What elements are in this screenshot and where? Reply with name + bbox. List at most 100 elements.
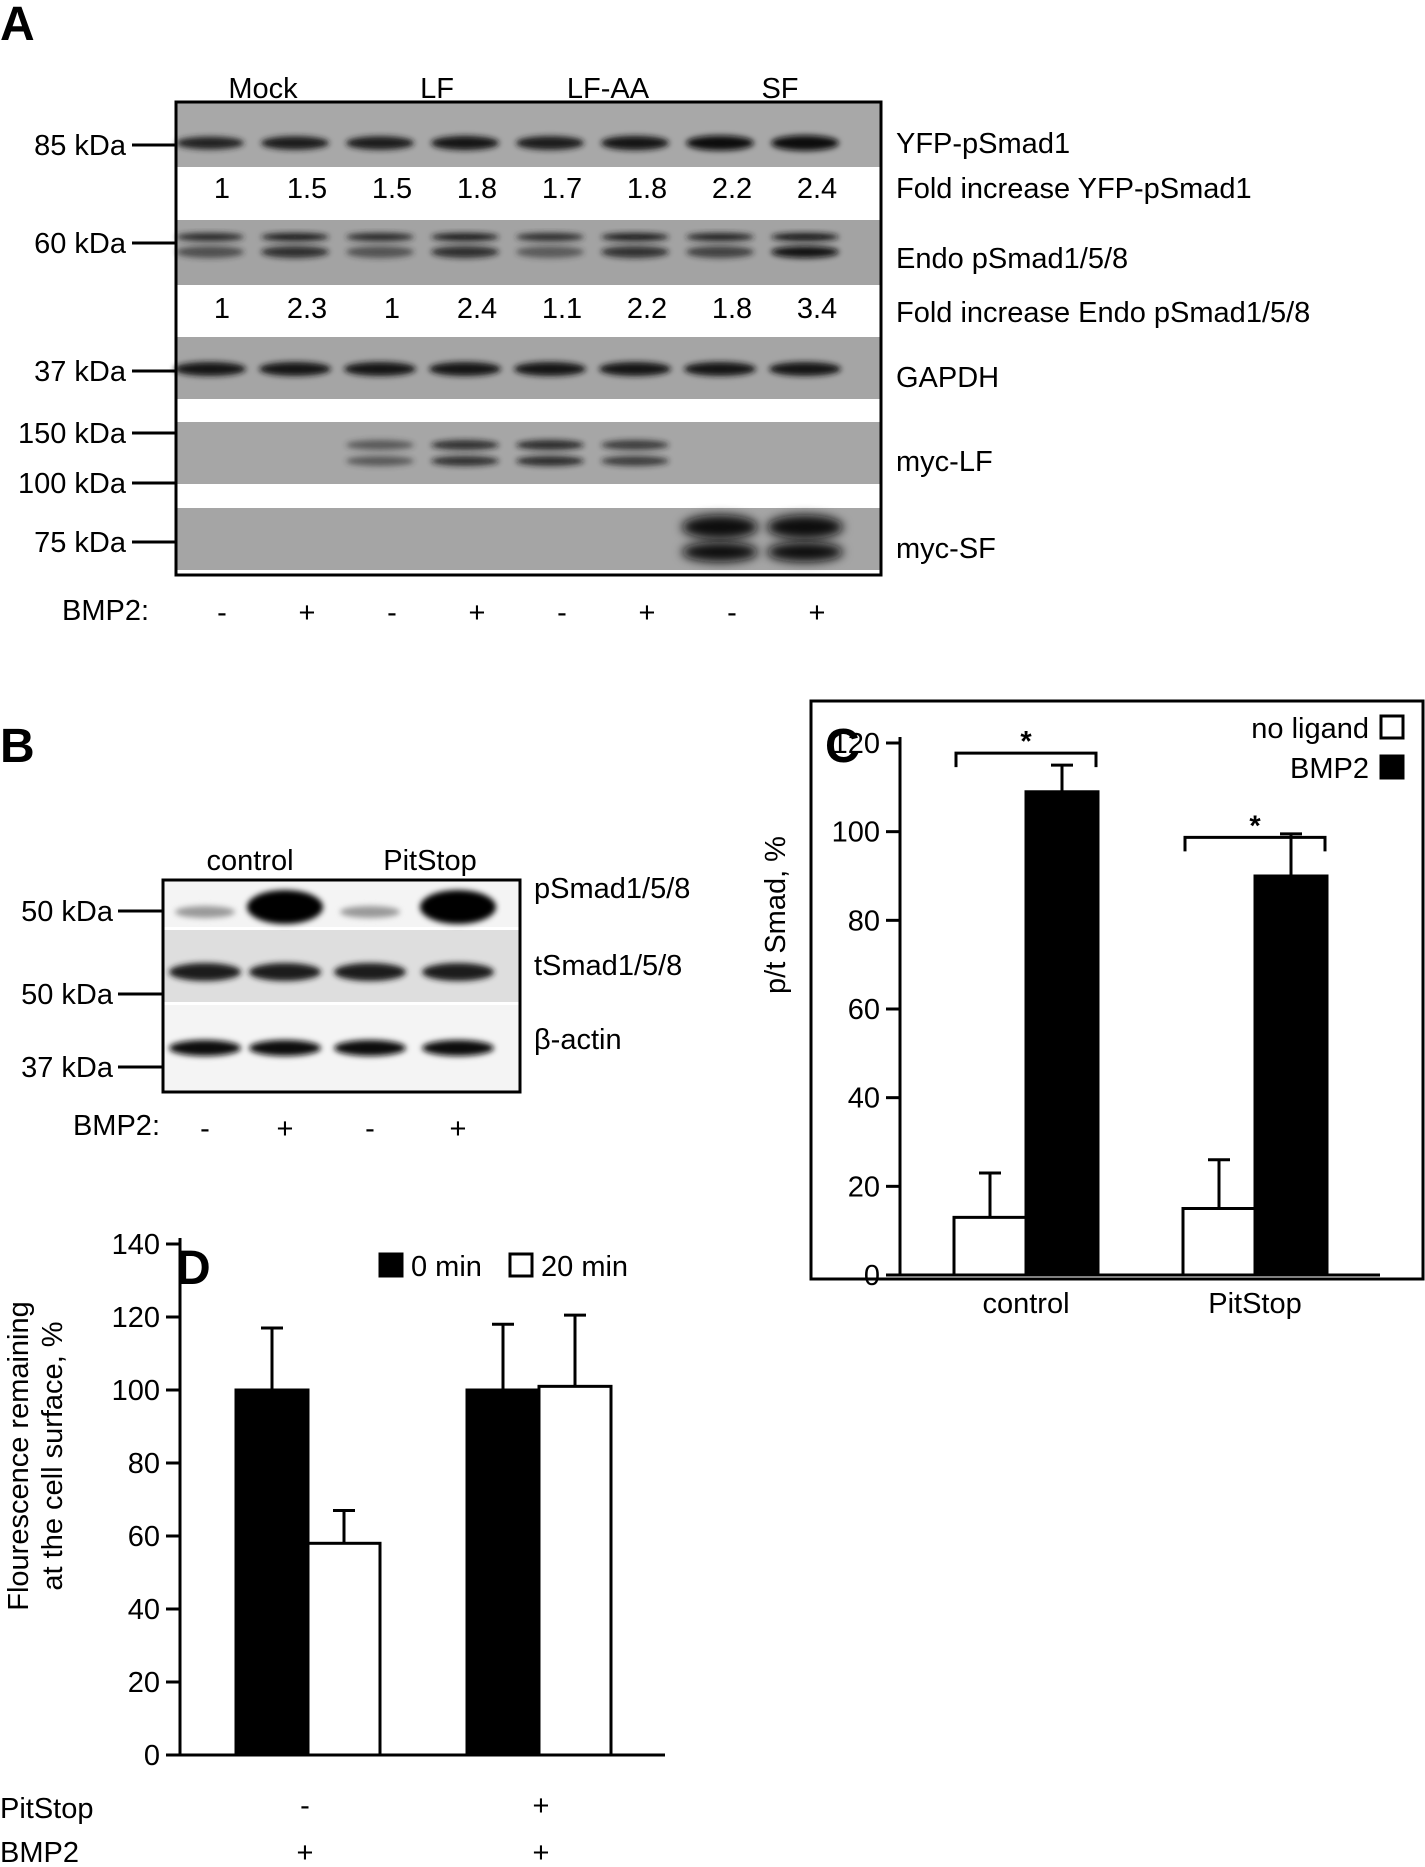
label-endo-psmad158: Endo pSmad1/5/8 bbox=[896, 243, 1128, 275]
band-endo-upper bbox=[771, 233, 839, 241]
fold-values-yfp: 1 1.5 1.5 1.8 1.7 1.8 2.2 2.4 bbox=[214, 173, 837, 205]
bmp2-sign-a-6: + bbox=[639, 597, 656, 629]
fold-values-endo: 1 2.3 1 2.4 1.1 2.2 1.8 3.4 bbox=[214, 293, 837, 325]
chart-d-ylabel-line1: Flourescence remaining bbox=[3, 1301, 35, 1610]
legend-d-swatch-black bbox=[378, 1252, 404, 1278]
bmp2-sign-a-1: - bbox=[217, 597, 227, 629]
band-gapdh bbox=[429, 362, 501, 376]
panelA-group-lf: LF bbox=[420, 73, 454, 105]
panel-letter-c: C bbox=[825, 720, 860, 773]
strip-myc-sf bbox=[176, 508, 881, 570]
band-yfp bbox=[261, 136, 329, 150]
lane-b-3 bbox=[334, 906, 406, 1056]
panelB-bmp2-label: BMP2: bbox=[73, 1110, 160, 1142]
mw-85kda: 85 kDa bbox=[34, 130, 127, 162]
legend-c-swatch-white bbox=[1379, 714, 1405, 740]
band-myc-sf-lower bbox=[767, 542, 843, 562]
mwB-50kda-2: 50 kDa bbox=[21, 979, 114, 1011]
condition-bmp2-label: BMP2 bbox=[0, 1837, 79, 1867]
band-yfp bbox=[176, 136, 244, 150]
panelB-group-control: control bbox=[206, 845, 293, 877]
chart-d-ylabel: Flourescence remaining at the cell surfa… bbox=[3, 1301, 69, 1610]
chart-c-bar-BMP2 bbox=[1253, 874, 1329, 1277]
band-psmad-faint bbox=[175, 906, 235, 918]
panelB-blot bbox=[161, 878, 522, 1094]
bmp2-sign-a-8: + bbox=[809, 597, 826, 629]
lane-b-1 bbox=[169, 906, 241, 1056]
fold-endo-8: 3.4 bbox=[797, 293, 837, 325]
band-myc-sf-upper bbox=[682, 515, 758, 539]
chart-c-ytick-label: 20 bbox=[848, 1171, 880, 1203]
panelA-group-lf-aa: LF-AA bbox=[567, 73, 650, 105]
band-gapdh bbox=[769, 362, 841, 376]
chart-d-bars bbox=[178, 1313, 665, 1757]
band-gapdh bbox=[684, 362, 756, 376]
mw-60kda: 60 kDa bbox=[34, 228, 127, 260]
fold-endo-7: 1.8 bbox=[712, 293, 752, 325]
fold-yfp-2: 1.5 bbox=[287, 173, 327, 205]
band-tsmad bbox=[334, 963, 406, 981]
chart-d-ytick-label: 20 bbox=[128, 1667, 160, 1699]
panelB-group-pitstop: PitStop bbox=[383, 845, 477, 877]
band-endo-upper bbox=[516, 233, 584, 241]
bmp2-sign-b-2: + bbox=[277, 1113, 294, 1145]
band-endo-lower bbox=[686, 246, 754, 258]
panel-letter-a: A bbox=[0, 0, 35, 51]
panelA-mw-markers: 85 kDa 60 kDa 37 kDa 150 kDa 100 kDa 75 … bbox=[18, 130, 176, 559]
lane-a-6 bbox=[599, 135, 671, 466]
band-gapdh bbox=[344, 362, 416, 376]
chart-c-ytick-label: 120 bbox=[832, 728, 880, 760]
chart-c-ytick-label: 80 bbox=[848, 905, 880, 937]
legend-c-swatch-black bbox=[1379, 754, 1405, 780]
bmp2-sign-a-3: - bbox=[387, 597, 397, 629]
condition-sign: + bbox=[533, 1837, 550, 1867]
panelA-bmp2-label: BMP2: bbox=[62, 595, 149, 627]
panel-letter-b: B bbox=[0, 720, 35, 773]
bmp2-sign-b-3: - bbox=[365, 1113, 375, 1145]
chart-c-sig-star: * bbox=[1020, 726, 1032, 758]
legend-d-0min: 0 min bbox=[411, 1251, 482, 1283]
chart-d-ytick-label: 100 bbox=[112, 1375, 160, 1407]
chart-c-sig-bracket bbox=[954, 751, 1098, 768]
chart-d-bar-20-min bbox=[537, 1384, 613, 1757]
band-beta-actin bbox=[169, 1040, 241, 1056]
panelA-bmp2-signs: - + - + - + - + bbox=[217, 597, 825, 629]
band-yfp bbox=[601, 135, 669, 151]
band-endo-upper bbox=[686, 233, 754, 241]
legend-c-bmp2: BMP2 bbox=[1290, 753, 1369, 785]
chart-c-ylabel: p/t Smad, % bbox=[760, 836, 792, 994]
chart-c-bar-no-ligand bbox=[952, 1215, 1028, 1277]
strip-myc-lf bbox=[176, 422, 881, 484]
panelB-bands bbox=[169, 890, 496, 1056]
chart-c-frame bbox=[809, 699, 1425, 1281]
bmp2-sign-a-2: + bbox=[299, 597, 316, 629]
band-myc-lf-lower bbox=[516, 456, 584, 466]
chart-d-ytick-label: 80 bbox=[128, 1448, 160, 1480]
chart-d: D Flourescence remaining at the cell sur… bbox=[0, 1229, 665, 1867]
lane-a-8 bbox=[767, 135, 843, 562]
fold-yfp-4: 1.8 bbox=[457, 173, 497, 205]
bmp2-sign-a-7: - bbox=[727, 597, 737, 629]
band-endo-upper bbox=[176, 233, 244, 241]
band-gapdh bbox=[599, 362, 671, 376]
fold-yfp-3: 1.5 bbox=[372, 173, 412, 205]
bmp2-sign-b-1: - bbox=[200, 1113, 210, 1145]
condition-pitstop-label: PitStop bbox=[0, 1793, 94, 1825]
chart-c-legend: no ligand BMP2 bbox=[1251, 713, 1405, 785]
chart-c-category: control bbox=[982, 1288, 1069, 1320]
band-myc-lf-upper bbox=[601, 440, 669, 450]
chart-d-ylabel-line2: at the cell surface, % bbox=[37, 1321, 69, 1590]
fold-endo-2: 2.3 bbox=[287, 293, 327, 325]
fold-endo-3: 1 bbox=[384, 293, 400, 325]
legend-c-no-ligand: no ligand bbox=[1251, 713, 1369, 745]
band-endo-lower bbox=[431, 246, 499, 258]
fold-yfp-6: 1.8 bbox=[627, 173, 667, 205]
chart-d-condition-signs: - + + + bbox=[297, 1790, 550, 1867]
fold-endo-4: 2.4 bbox=[457, 293, 497, 325]
chart-d-ytick-label: 140 bbox=[112, 1229, 160, 1261]
band-gapdh bbox=[174, 362, 246, 376]
chart-c-sig-star: * bbox=[1249, 810, 1261, 842]
